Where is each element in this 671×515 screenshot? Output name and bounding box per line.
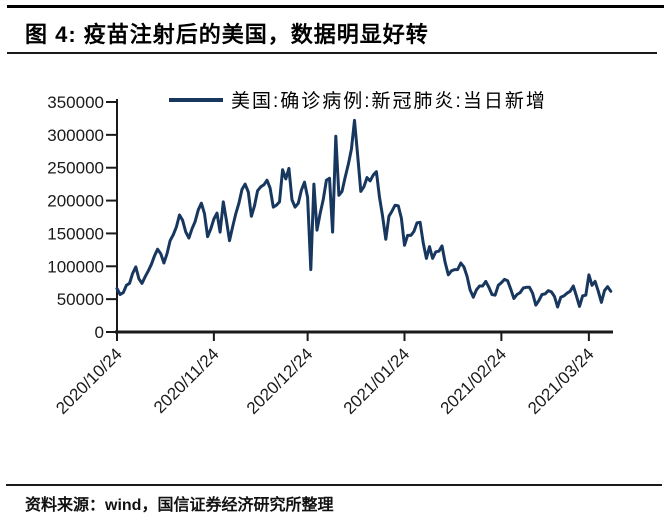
x-axis-tick-label: 2021/02/24 — [437, 344, 511, 418]
y-axis-tick-label: 100000 — [47, 257, 104, 276]
header-bottom-rule — [7, 52, 657, 54]
series-line — [115, 118, 613, 309]
figure-title: 图 4: 疫苗注射后的美国，数据明显好转 — [25, 22, 429, 47]
y-axis-tick-label: 250000 — [47, 159, 104, 178]
x-axis-tick-label: 2021/01/24 — [340, 344, 414, 418]
x-axis-tick-label: 2020/11/24 — [150, 344, 223, 417]
y-axis-tick-label: 0 — [95, 323, 104, 342]
y-axis-tick-label: 200000 — [47, 192, 104, 211]
y-axis-tick-label: 50000 — [57, 290, 104, 309]
x-axis-tick-label: 2020/12/24 — [243, 344, 317, 418]
source-note: 资料来源：wind，国信证券经济研究所整理 — [25, 497, 334, 514]
header-top-rule — [7, 5, 664, 8]
x-axis-tick-label: 2020/10/24 — [52, 344, 126, 418]
legend-label: 美国:确诊病例:新冠肺炎:当日新增 — [231, 90, 547, 112]
y-axis-tick-label: 350000 — [47, 93, 104, 112]
footer-rule — [6, 484, 662, 486]
x-axis-tick-label: 2021/03/24 — [524, 344, 598, 418]
y-axis-tick-label: 150000 — [47, 224, 104, 243]
y-axis-tick-label: 300000 — [47, 126, 104, 145]
